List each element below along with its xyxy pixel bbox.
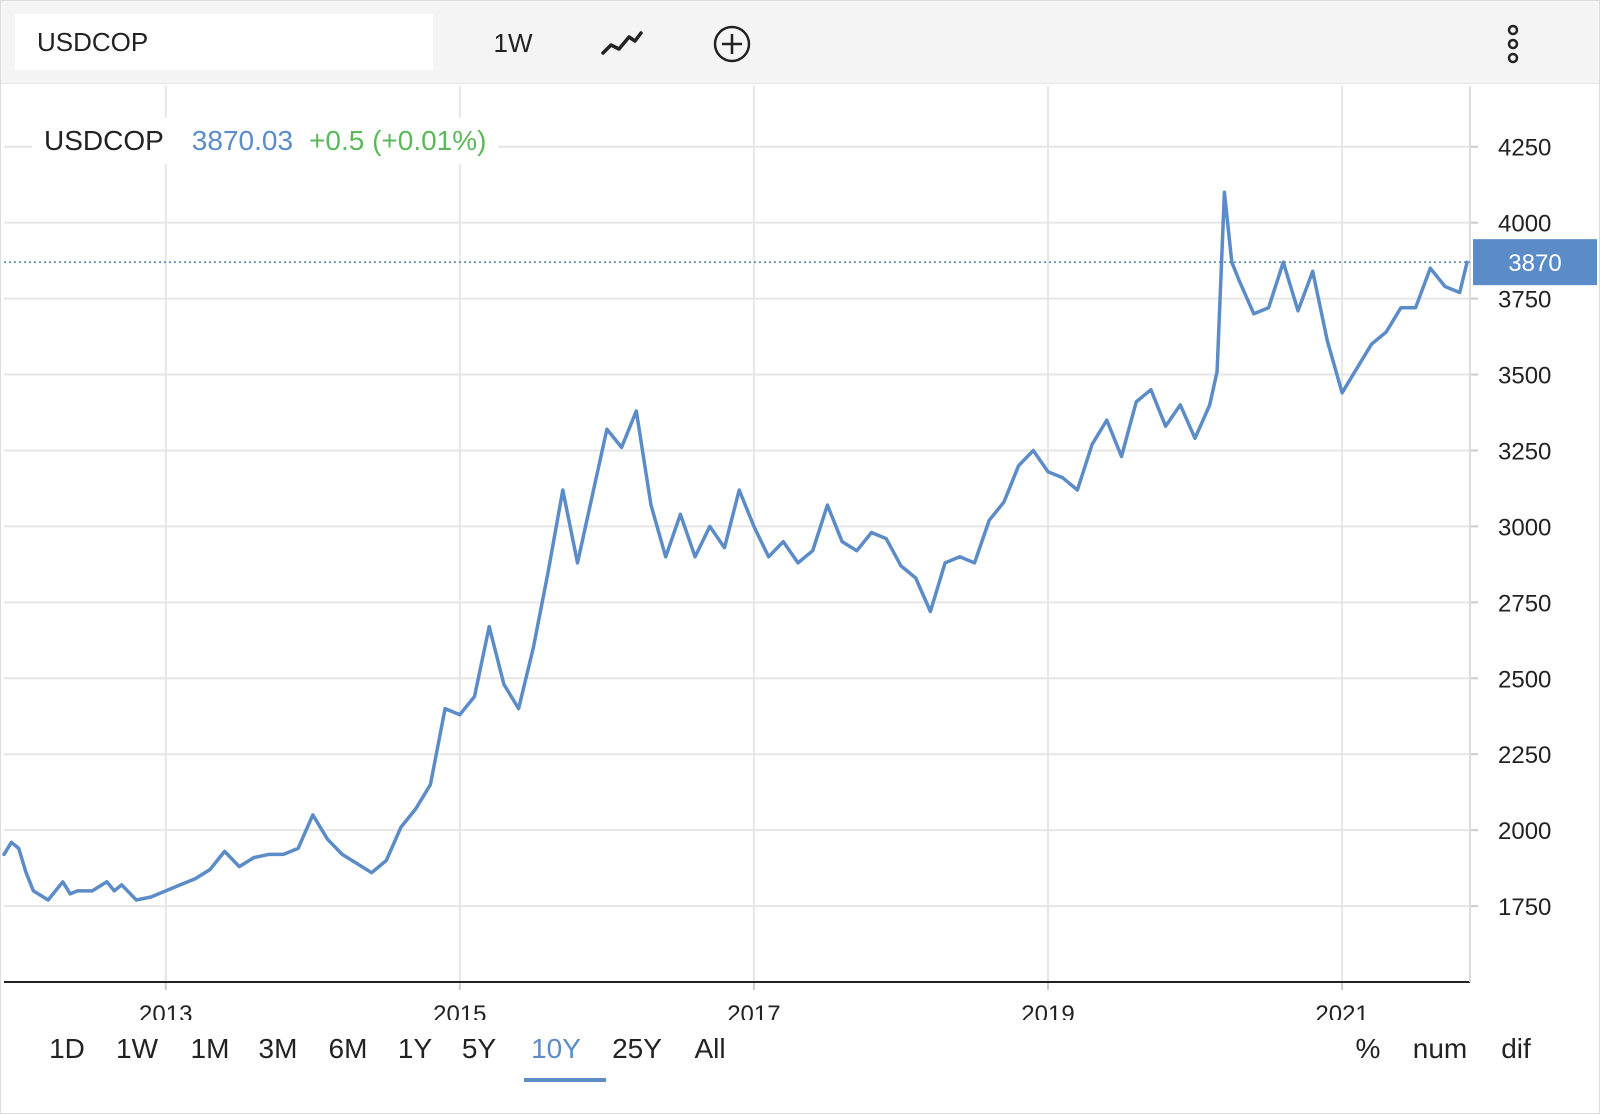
range-25y-button[interactable]: 25Y (612, 1033, 662, 1064)
y-tick-label: 3000 (1498, 514, 1551, 541)
x-axis: 2013 2015 2017 2019 2021 (139, 1001, 1369, 1020)
y-tick-label: 3500 (1498, 363, 1551, 390)
y-tick-label: 3750 (1498, 287, 1551, 314)
line-chart-icon[interactable] (599, 27, 645, 61)
range-5y-button[interactable]: 5Y (461, 1033, 497, 1064)
range-1y-button[interactable]: 1Y (397, 1033, 433, 1064)
price-chart: 1750 2000 2250 2500 2750 3000 3250 3500 3750 4000… (2, 86, 1597, 1020)
y-tick-label: 4250 (1498, 135, 1551, 162)
series-layer (2, 190, 1469, 902)
vertical-dots-icon[interactable] (1501, 21, 1525, 67)
legend-symbol: USDCOP (44, 125, 164, 156)
series-line-0 (2, 190, 1469, 902)
price-tag-layer: 3870 (4, 239, 1597, 286)
legend: USDCOP 3870.03 +0.5 (+0.01%) (32, 118, 499, 164)
x-tick-label: 2015 (433, 1001, 486, 1020)
range-3m-button[interactable]: 3M (258, 1033, 298, 1064)
y-tick-label: 2000 (1498, 818, 1551, 845)
x-tick-label: 2021 (1315, 1001, 1368, 1020)
y-tick-label: 2250 (1498, 742, 1551, 769)
legend-change: +0.5 (+0.01%) (309, 125, 487, 156)
scale-percent-button[interactable]: % (1355, 1033, 1381, 1064)
scale-num-button[interactable]: num (1412, 1033, 1468, 1064)
x-tick-label: 2017 (727, 1001, 780, 1020)
x-tick-label: 2013 (139, 1001, 192, 1020)
range-6m-button[interactable]: 6M (328, 1033, 368, 1064)
y-tick-label: 4000 (1498, 211, 1551, 238)
y-tick-label: 3250 (1498, 438, 1551, 465)
y-tick-label: 2500 (1498, 666, 1551, 693)
scale-dif-button[interactable]: dif (1501, 1033, 1531, 1064)
toolbar: 1W (1, 1, 1599, 84)
interval-button[interactable]: 1W (493, 28, 533, 58)
y-tick-label: 2750 (1498, 590, 1551, 617)
legend-price: 3870.03 (191, 125, 294, 156)
grid (4, 86, 1478, 990)
range-selector: 1D 1W 1M 3M 6M 1Y 5Y 10Y 25Y All % num d… (0, 1018, 1600, 1082)
x-tick-label: 2019 (1021, 1001, 1074, 1020)
active-range-indicator (524, 1078, 606, 1082)
range-10y-button[interactable]: 10Y (531, 1033, 581, 1064)
range-1m-button[interactable]: 1M (190, 1033, 230, 1064)
last-price-tag (1473, 239, 1597, 286)
plus-circle-icon[interactable] (711, 23, 753, 65)
y-tick-label: 1750 (1498, 894, 1551, 921)
last-price-tag-label: 3870 (1508, 250, 1561, 277)
range-1d-button[interactable]: 1D (49, 1033, 85, 1064)
range-1w-button[interactable]: 1W (116, 1033, 158, 1064)
range-all-button[interactable]: All (694, 1033, 726, 1064)
symbol-search-input[interactable] (15, 14, 433, 70)
y-axis: 1750 2000 2250 2500 2750 3000 3250 3500 3750 4000… (1498, 135, 1551, 921)
